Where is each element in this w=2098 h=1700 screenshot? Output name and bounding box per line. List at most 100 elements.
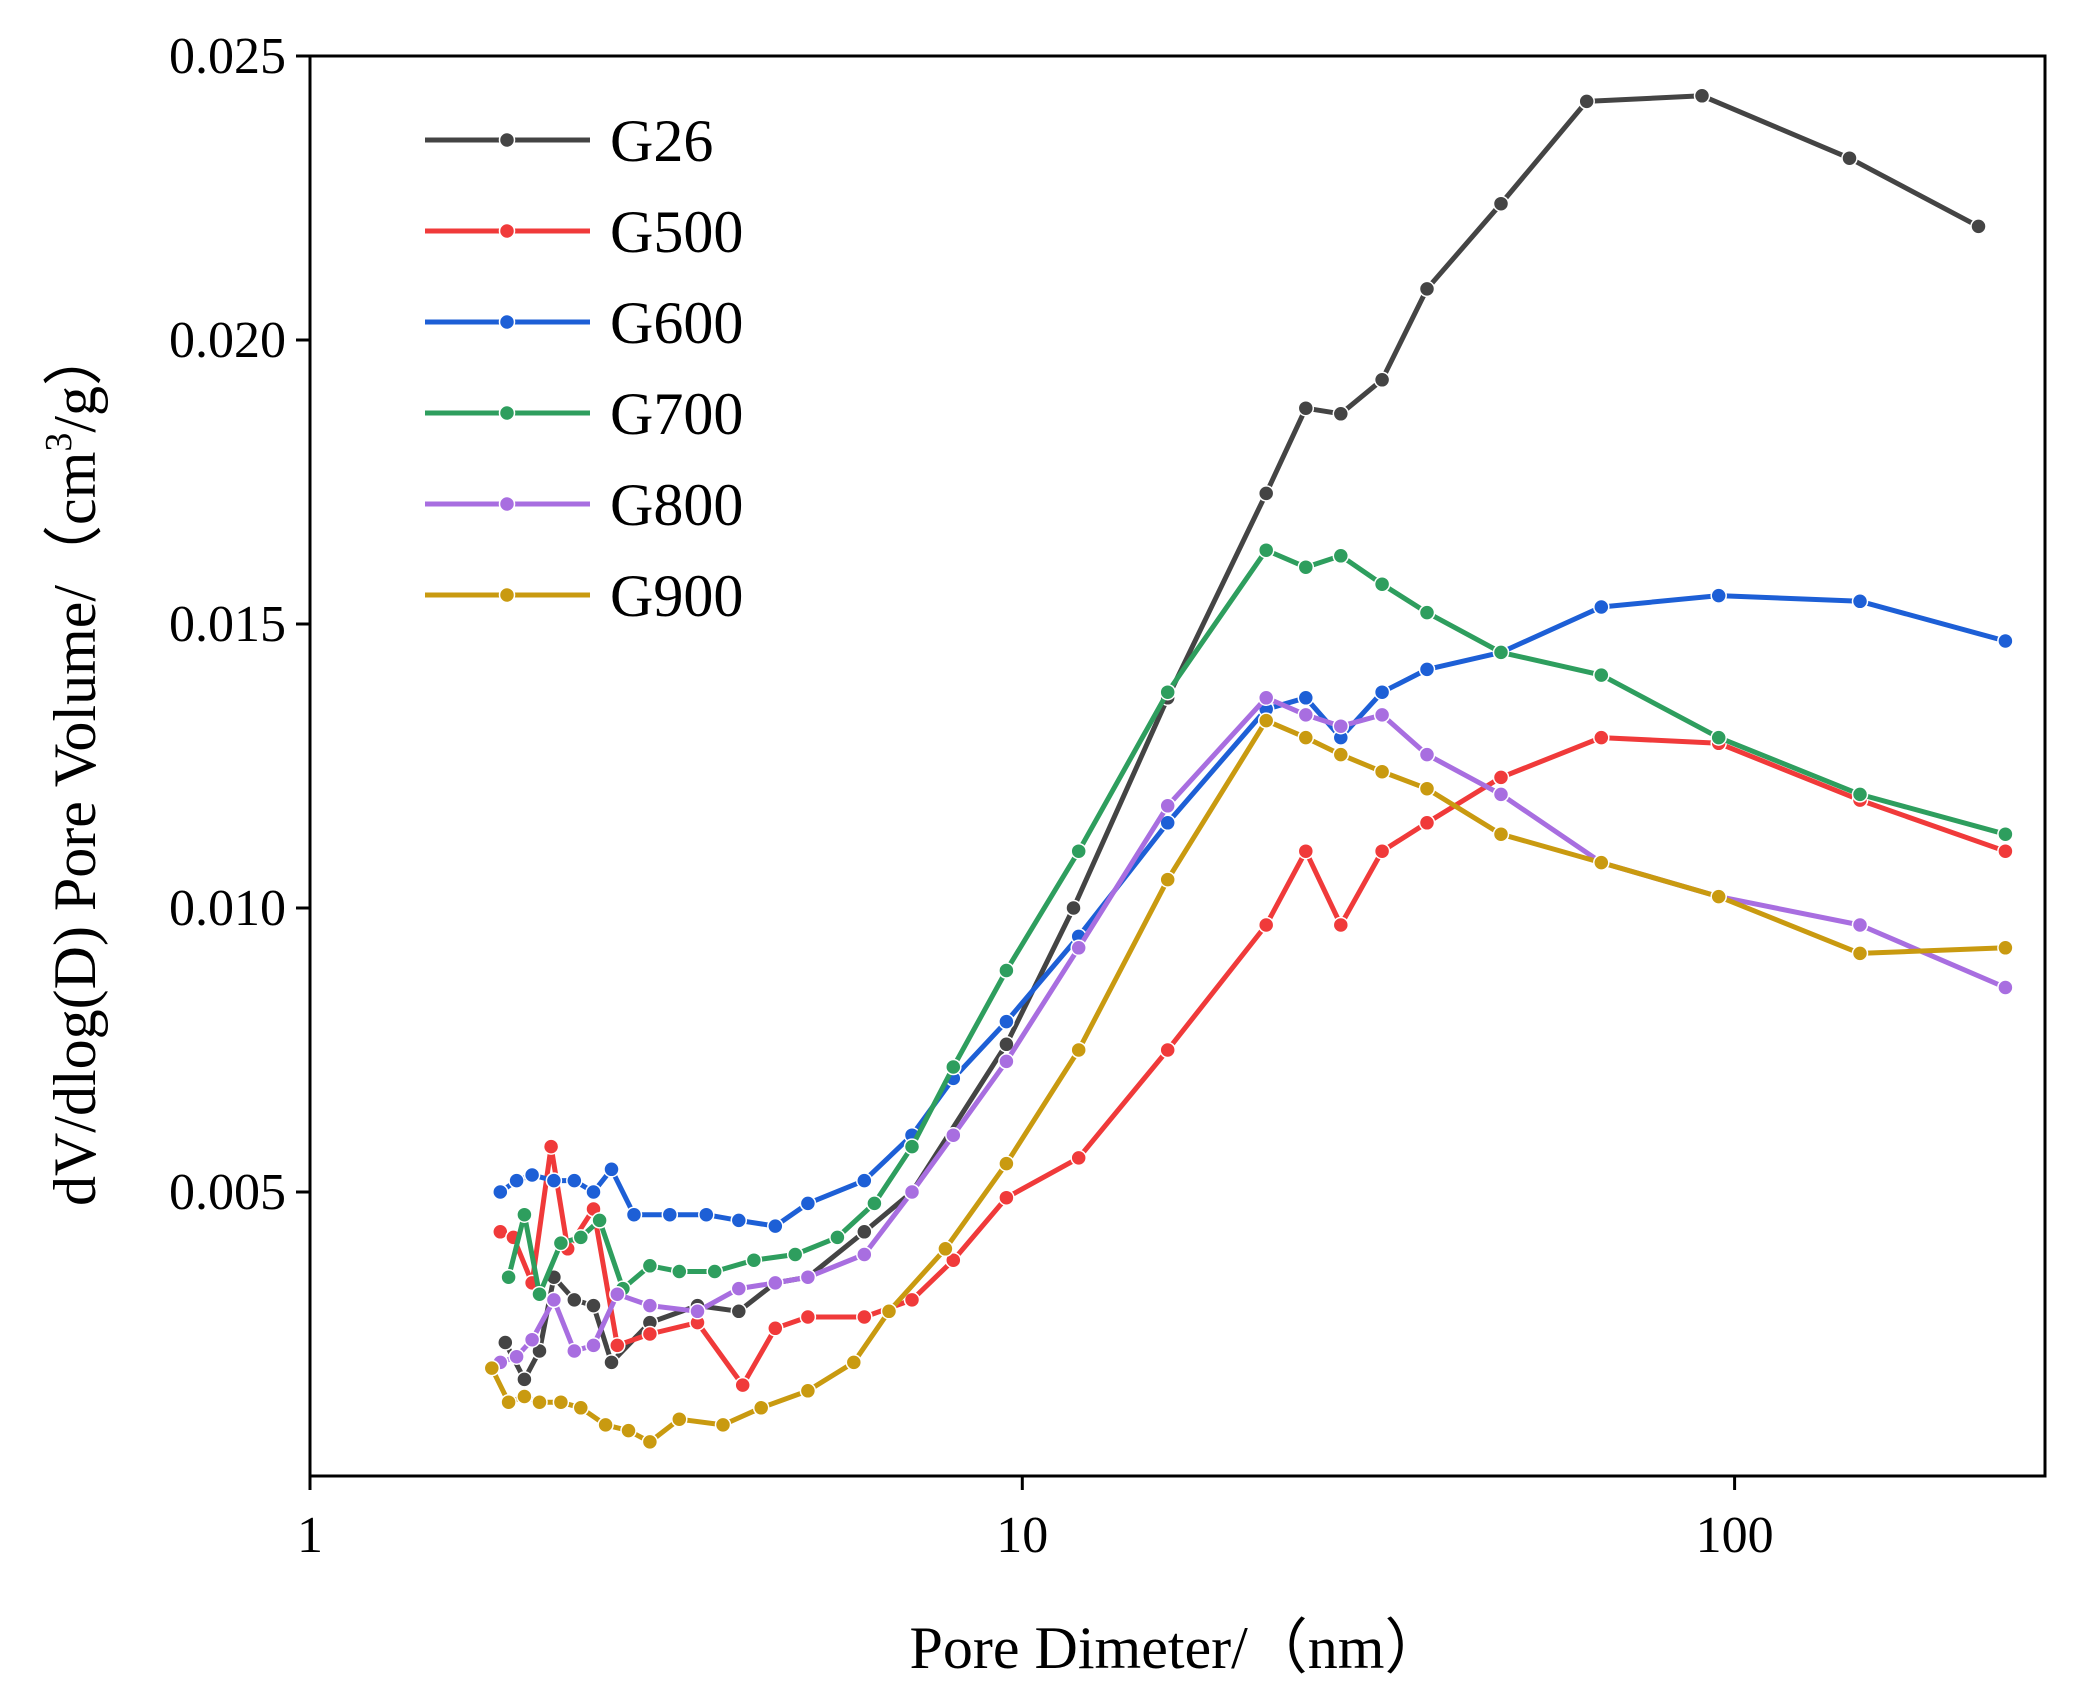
point-g600-26 xyxy=(1710,587,1727,604)
legend-marker-g800 xyxy=(498,495,516,513)
point-g26-20 xyxy=(1373,371,1391,389)
point-g600-1 xyxy=(508,1172,525,1189)
point-g700-21 xyxy=(1332,547,1350,565)
point-g900-13 xyxy=(845,1354,863,1371)
point-g800-4 xyxy=(566,1342,583,1360)
series-layer xyxy=(483,87,2014,1451)
point-g600-3 xyxy=(545,1172,563,1189)
legend-marker-g500 xyxy=(498,222,516,240)
series-g900 xyxy=(483,712,2014,1451)
y-tick-label-0-015: 0.015 xyxy=(169,596,286,653)
point-g800-8 xyxy=(689,1303,706,1320)
point-g900-25 xyxy=(1593,854,1610,871)
point-g500-10 xyxy=(767,1320,784,1337)
point-g700-24 xyxy=(1492,644,1510,661)
point-g500-14 xyxy=(945,1251,962,1269)
point-g900-18 xyxy=(1159,871,1176,888)
point-g900-15 xyxy=(937,1240,954,1258)
point-g900-22 xyxy=(1373,763,1391,780)
point-g500-7 xyxy=(641,1325,659,1343)
point-g900-6 xyxy=(597,1416,614,1434)
point-g600-12 xyxy=(799,1195,817,1212)
point-g800-18 xyxy=(1257,689,1275,707)
legend-marker-g700 xyxy=(498,404,516,422)
point-g500-24 xyxy=(1593,729,1610,746)
point-g26-2 xyxy=(531,1342,548,1360)
point-g500-17 xyxy=(1159,1041,1176,1059)
point-g600-5 xyxy=(585,1183,602,1201)
point-g800-23 xyxy=(1492,786,1510,803)
point-g26-15 xyxy=(1065,899,1082,917)
point-g26-5 xyxy=(585,1297,602,1314)
x-tick-label-1: 1 xyxy=(297,1507,323,1564)
legend-label-g26: G26 xyxy=(610,108,713,174)
point-g700-26 xyxy=(1710,729,1727,746)
point-g700-27 xyxy=(1851,786,1869,803)
point-g700-9 xyxy=(706,1263,723,1280)
point-g700-16 xyxy=(998,962,1015,979)
point-g800-7 xyxy=(641,1297,659,1314)
point-g700-23 xyxy=(1418,604,1436,621)
point-g500-15 xyxy=(998,1189,1015,1206)
series-line-g500 xyxy=(499,735,2007,1388)
point-g800-15 xyxy=(998,1053,1015,1070)
point-g700-11 xyxy=(786,1246,804,1263)
point-g700-8 xyxy=(671,1263,688,1280)
point-g26-0 xyxy=(497,1334,514,1351)
point-g500-6 xyxy=(609,1337,626,1354)
point-g700-1 xyxy=(516,1206,533,1223)
point-g26-14 xyxy=(998,1036,1015,1053)
point-g600-20 xyxy=(1297,689,1315,707)
point-g700-15 xyxy=(945,1058,962,1076)
point-g800-5 xyxy=(585,1337,602,1354)
point-g26-21 xyxy=(1418,280,1436,298)
point-g600-9 xyxy=(698,1206,715,1223)
point-g800-9 xyxy=(730,1280,748,1297)
point-g700-13 xyxy=(866,1195,883,1212)
point-g26-17 xyxy=(1257,485,1275,502)
y-tick-label-0-020: 0.020 xyxy=(169,312,286,369)
point-g26-1 xyxy=(516,1371,533,1388)
point-g26-12 xyxy=(856,1223,873,1241)
point-g700-3 xyxy=(552,1234,570,1252)
legend-marker-g600 xyxy=(498,313,516,331)
point-g800-19 xyxy=(1297,706,1315,724)
point-g700-12 xyxy=(829,1229,846,1246)
point-g600-2 xyxy=(523,1166,541,1184)
point-g700-22 xyxy=(1373,575,1391,593)
legend-marker-g900 xyxy=(498,586,516,604)
point-g800-12 xyxy=(856,1246,873,1263)
series-g700 xyxy=(500,541,2014,1303)
point-g700-10 xyxy=(745,1251,763,1269)
point-g26-19 xyxy=(1332,405,1350,423)
point-g900-4 xyxy=(552,1393,570,1411)
point-g500-23 xyxy=(1492,769,1510,786)
point-g800-21 xyxy=(1373,706,1391,724)
point-g500-12 xyxy=(856,1308,873,1326)
series-line-g800 xyxy=(499,695,2007,1365)
point-g700-17 xyxy=(1070,842,1087,860)
legend-label-g900: G900 xyxy=(610,563,743,629)
point-g500-18 xyxy=(1257,916,1275,934)
point-g26-4 xyxy=(566,1291,583,1309)
point-g600-28 xyxy=(1997,632,2014,650)
y-tick-label-0-025: 0.025 xyxy=(169,28,286,85)
point-g900-10 xyxy=(714,1416,732,1434)
point-g500-19 xyxy=(1297,842,1315,860)
tick-layer: 1 10 100 0.005 0.010 0.015 0.020 0.025 xyxy=(169,28,1774,1564)
point-g26-26 xyxy=(1970,218,1987,235)
point-g800-14 xyxy=(945,1126,962,1144)
point-g600-7 xyxy=(625,1206,643,1223)
point-g700-25 xyxy=(1593,666,1610,684)
x-tick-label-10: 10 xyxy=(996,1507,1048,1564)
point-g900-21 xyxy=(1332,746,1350,763)
point-g500-27 xyxy=(1997,842,2014,860)
point-g800-22 xyxy=(1418,746,1436,763)
point-g800-16 xyxy=(1070,939,1087,957)
point-g900-2 xyxy=(516,1388,533,1405)
y-axis-label-superscript: 3 xyxy=(38,433,80,452)
point-g900-27 xyxy=(1851,945,1869,962)
point-g500-13 xyxy=(903,1291,921,1309)
point-g600-10 xyxy=(730,1212,748,1229)
